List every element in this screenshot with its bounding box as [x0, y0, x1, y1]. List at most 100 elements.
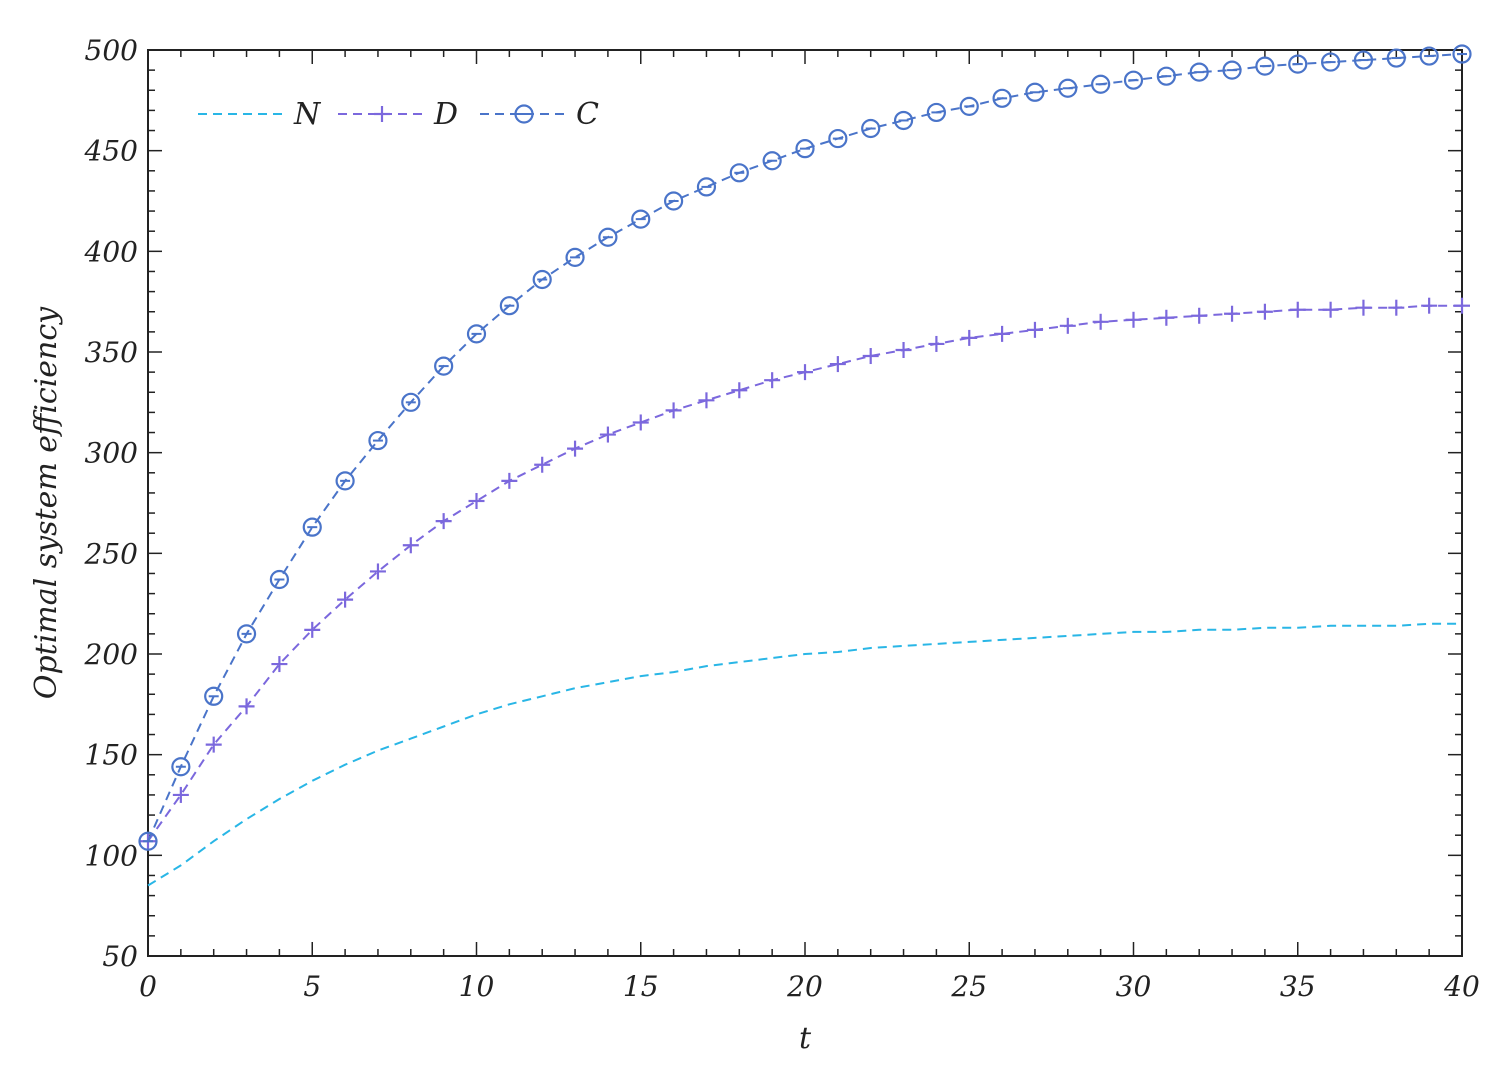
- data-point-C: [795, 139, 815, 159]
- plot-frame: [147, 49, 1463, 957]
- data-point-D: [337, 591, 354, 608]
- x-tick-label: 0: [139, 970, 157, 1003]
- data-point-D: [862, 348, 879, 365]
- data-point-D: [928, 335, 945, 352]
- series-line-C: [147, 53, 1463, 842]
- data-point-C: [1288, 54, 1308, 74]
- data-point-D: [1289, 301, 1306, 318]
- legend-label: N: [293, 97, 322, 132]
- data-point-C: [1320, 52, 1341, 72]
- data-point-C: [302, 517, 322, 537]
- y-tick-label: 50: [102, 940, 138, 973]
- data-point-D: [1322, 301, 1339, 318]
- data-point-C: [663, 191, 684, 211]
- data-point-C: [138, 831, 158, 851]
- data-point-C: [861, 118, 881, 139]
- data-point-C: [1419, 46, 1439, 66]
- data-point-C: [893, 110, 914, 131]
- data-point-C: [401, 392, 421, 412]
- data-point-C: [1058, 78, 1078, 98]
- data-point-D: [1224, 305, 1241, 322]
- y-axis-title: Optimal system efficiency: [29, 306, 64, 699]
- data-point-D: [797, 364, 813, 381]
- legend-label: D: [433, 97, 458, 132]
- data-point-C: [171, 757, 191, 777]
- data-point-C: [828, 128, 848, 149]
- data-point-D: [1421, 297, 1438, 314]
- data-point-C: [269, 569, 289, 590]
- axis-ticks: [147, 49, 1463, 957]
- y-tick-label: 150: [85, 739, 138, 772]
- data-point-C: [1452, 44, 1472, 64]
- data-point-C: [1156, 66, 1176, 86]
- legend-item-D: D: [338, 97, 458, 132]
- data-point-C: [434, 356, 454, 376]
- x-tick-label: 30: [1116, 970, 1152, 1003]
- data-point-D: [1092, 313, 1109, 330]
- data-point-C: [1222, 60, 1242, 80]
- y-tick-label: 200: [84, 638, 138, 671]
- data-point-D: [172, 786, 189, 803]
- series-line-D: [147, 304, 1462, 842]
- data-point-C: [1025, 82, 1045, 102]
- data-point-D: [534, 456, 551, 473]
- data-point-C: [598, 227, 618, 247]
- data-point-C: [926, 102, 947, 123]
- y-tick-label: 500: [85, 34, 138, 67]
- data-point-D: [304, 621, 321, 638]
- data-point-D: [731, 382, 748, 399]
- data-point-D: [1191, 307, 1208, 324]
- x-tick-label: 40: [1443, 970, 1480, 1003]
- data-point-C: [1189, 62, 1209, 82]
- data-point-D: [1026, 321, 1043, 338]
- legend-item-N: N: [198, 97, 322, 132]
- data-point-D: [435, 513, 452, 530]
- data-point-C: [466, 324, 487, 344]
- data-point-D: [1125, 311, 1142, 328]
- data-point-D: [1158, 309, 1175, 326]
- data-point-C: [532, 269, 552, 290]
- data-point-D: [698, 392, 715, 409]
- data-point-C: [959, 96, 979, 116]
- data-point-C: [1353, 50, 1374, 70]
- data-point-D: [567, 440, 584, 457]
- data-point-D: [1059, 317, 1076, 334]
- data-point-C: [1123, 70, 1144, 90]
- x-tick-label: 5: [303, 970, 321, 1003]
- x-tick-label: 10: [459, 970, 495, 1003]
- series-D: [140, 297, 1470, 850]
- data-point-D: [369, 563, 386, 580]
- x-tick-label: 25: [950, 970, 987, 1003]
- data-point-D: [271, 656, 288, 673]
- data-point-D: [599, 426, 616, 443]
- y-tick-label: 250: [84, 537, 138, 570]
- y-tick-label: 100: [85, 839, 138, 872]
- data-point-D: [961, 329, 978, 346]
- legend-label: C: [576, 97, 599, 132]
- data-point-C: [368, 430, 388, 451]
- data-point-C: [1091, 74, 1111, 94]
- y-tick-label: 450: [84, 135, 138, 168]
- data-point-C: [992, 88, 1012, 108]
- data-point-C: [565, 247, 585, 267]
- data-point-D: [665, 402, 682, 419]
- y-tick-label: 400: [84, 235, 138, 268]
- data-point-D: [238, 698, 255, 715]
- series-line-N: [147, 622, 1462, 887]
- data-point-D: [764, 372, 781, 389]
- data-point-C: [1386, 48, 1406, 68]
- series-N: [147, 622, 1462, 887]
- data-point-D: [205, 736, 222, 753]
- data-point-D: [501, 472, 518, 489]
- data-point-C: [631, 209, 651, 229]
- data-point-C: [1255, 56, 1275, 76]
- data-point-D: [1256, 303, 1273, 320]
- x-tick-label: 20: [786, 970, 823, 1003]
- data-point-D: [402, 537, 419, 554]
- data-point-D: [895, 341, 912, 358]
- data-point-D: [994, 325, 1011, 342]
- y-tick-label: 300: [85, 437, 138, 470]
- data-point-C: [729, 163, 749, 183]
